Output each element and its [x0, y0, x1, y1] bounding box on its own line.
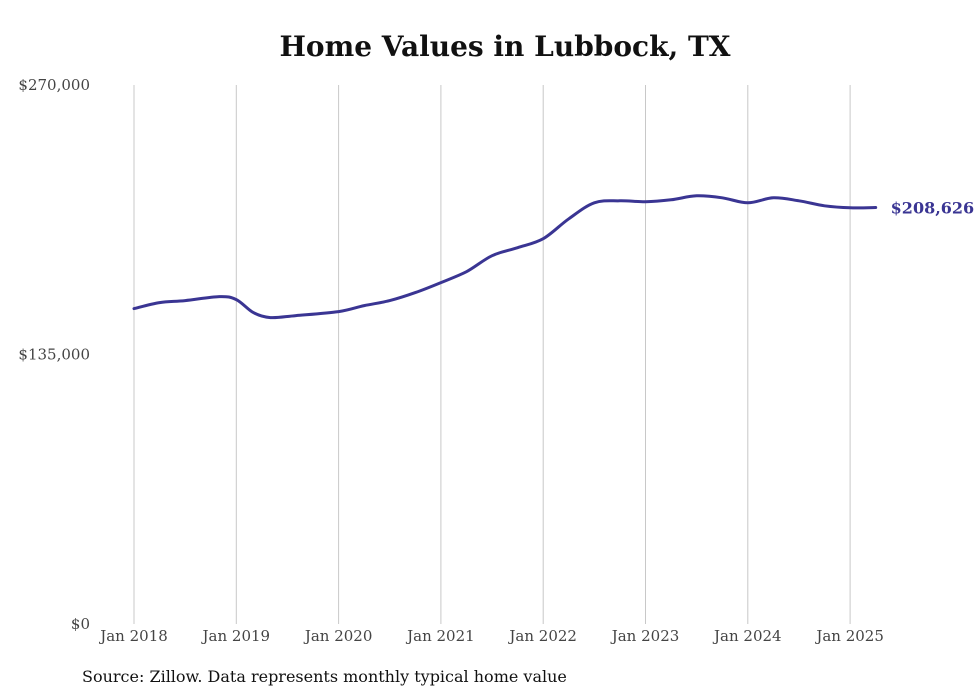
gridlines — [133, 85, 851, 624]
x-axis-ticks: Jan 2018 Jan 2019 Jan 2020 Jan 2021 Jan 2022… — [98, 627, 884, 645]
x-tick-label: Jan 2025 — [814, 627, 884, 645]
chart-title: Home Values in Lubbock, TX — [279, 30, 731, 63]
y-tick-label: $0 — [71, 615, 90, 633]
end-value-label: $208,626 — [891, 199, 975, 218]
label-layer: $208,626 — [891, 199, 975, 218]
source-note: Source: Zillow. Data represents monthly … — [82, 667, 567, 686]
x-tick-label: Jan 2023 — [610, 627, 680, 645]
x-tick-label: Jan 2020 — [303, 627, 373, 645]
y-tick-label: $135,000 — [18, 346, 90, 364]
y-axis-ticks: $0 $135,000 $270,000 — [18, 76, 90, 633]
y-tick-label: $270,000 — [18, 76, 90, 94]
x-tick-label: Jan 2021 — [405, 627, 475, 645]
x-tick-label: Jan 2019 — [201, 627, 271, 645]
series-line — [132, 194, 878, 320]
x-tick-label: Jan 2022 — [507, 627, 577, 645]
series-layer — [132, 194, 878, 320]
x-tick-label: Jan 2024 — [712, 627, 782, 645]
x-tick-label: Jan 2018 — [98, 627, 168, 645]
